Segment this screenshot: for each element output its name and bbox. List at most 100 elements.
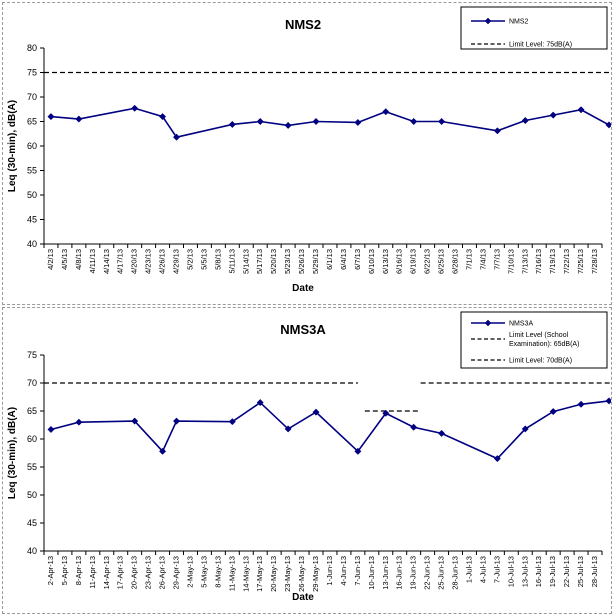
y-axis-label: Leq (30-min), dB(A) xyxy=(7,100,18,192)
data-point xyxy=(577,400,585,408)
chart-nms2: NMS2 40 45 50 55 60 65 70 75 80 4/2/13 4/5/13 4/8/13… xyxy=(7,6,611,294)
x-tick-label: 6/22/13 xyxy=(423,249,432,274)
data-point xyxy=(75,418,83,426)
x-tick-label: 28-Jun-13 xyxy=(451,556,460,590)
chart-nms3a: NMS3A 40 45 50 55 60 65 70 75 2-Apr-13 5-Apr-13 8-A… xyxy=(7,311,611,603)
x-tick-label: 14-May-13 xyxy=(241,556,250,592)
x-tick-label: 17-Apr-13 xyxy=(116,556,125,589)
x-tick-label: 4/26/13 xyxy=(158,249,167,274)
x-tick-label: 6/7/13 xyxy=(353,249,362,270)
data-point xyxy=(47,425,55,434)
y-tick-label: 50 xyxy=(27,490,37,500)
x-tick-label: 29-Apr-13 xyxy=(172,556,181,589)
x-tick-label: 4/2/13 xyxy=(46,249,55,270)
y-tick-label: 70 xyxy=(27,92,37,102)
x-tick-label: 6/10/13 xyxy=(367,249,376,274)
x-tick-label: 7/28/13 xyxy=(590,249,599,274)
x-tick-label: 1-Jun-13 xyxy=(325,556,334,586)
x-tick-label: 6/13/13 xyxy=(381,249,390,274)
x-tick-label: 16-Jun-13 xyxy=(395,556,404,590)
x-tick-label: 7/10/13 xyxy=(506,249,515,274)
data-point xyxy=(493,455,501,463)
data-point xyxy=(284,121,292,129)
y-tick-label: 65 xyxy=(27,406,37,416)
x-tick-label: 23-Apr-13 xyxy=(144,556,153,589)
chart-panel-nms2: NMS2 40 45 50 55 60 65 70 75 80 4/2/13 4/5/13 4/8/13… xyxy=(2,2,612,305)
data-point xyxy=(577,106,585,114)
x-tick-label: 20-Apr-13 xyxy=(130,556,139,589)
x-tick-label: 28-Jul-13 xyxy=(590,556,599,587)
x-axis-label: Date xyxy=(292,592,314,603)
data-point xyxy=(605,121,611,129)
x-tick-label: 7-Jun-13 xyxy=(353,556,362,586)
x-tick-label: 22-Jun-13 xyxy=(423,556,432,590)
x-tick-label: 1-Jul-13 xyxy=(464,556,473,583)
data-point xyxy=(438,429,446,437)
data-point xyxy=(159,447,167,455)
chart-title: NMS2 xyxy=(285,17,321,32)
y-tick-label: 50 xyxy=(27,190,37,200)
data-point xyxy=(75,115,83,123)
x-tick-label: 7/7/13 xyxy=(492,249,501,270)
legend-series-label: NMS3A xyxy=(509,321,533,328)
x-tick-label: 4/17/13 xyxy=(116,249,125,274)
y-tick-label: 60 xyxy=(27,434,37,444)
x-tick-label: 7/1/13 xyxy=(464,249,473,270)
data-point xyxy=(382,409,390,417)
x-tick-label: 5/20/13 xyxy=(269,249,278,274)
data-point xyxy=(493,127,501,135)
legend-limit-label: Limit Level (School Examination): 65dB(A) xyxy=(509,332,579,348)
x-tick-label: 6/19/13 xyxy=(409,249,418,274)
y-tick-label: 55 xyxy=(27,166,37,176)
x-tick-label: 6/16/13 xyxy=(395,249,404,274)
data-point xyxy=(131,104,139,112)
x-tick-label: 5/11/13 xyxy=(227,249,236,273)
chart-title: NMS3A xyxy=(280,322,326,337)
x-tick-label: 7/16/13 xyxy=(534,249,543,274)
x-tick-label: 5-Apr-13 xyxy=(60,556,69,585)
data-point xyxy=(256,117,264,126)
data-point xyxy=(131,417,139,425)
data-point xyxy=(256,399,264,407)
x-tick-label: 11-May-13 xyxy=(227,556,236,591)
y-axis-label: Leq (30-min), dB(A) xyxy=(7,407,18,499)
x-tick-label: 10-Jun-13 xyxy=(367,556,376,590)
data-point xyxy=(410,423,418,431)
legend-series-marker xyxy=(484,319,492,327)
data-point xyxy=(172,417,181,425)
x-tick-label: 4/23/13 xyxy=(144,249,153,274)
x-tick-label: 4/29/13 xyxy=(172,249,181,274)
data-point xyxy=(354,447,362,455)
x-tick-label: 4-Jun-13 xyxy=(339,556,348,586)
y-tick-label: 65 xyxy=(27,117,37,127)
data-point xyxy=(549,408,557,416)
x-tick-label: 7/22/13 xyxy=(562,249,571,274)
x-tick-label: 4/5/13 xyxy=(60,249,69,270)
legend-box xyxy=(460,311,608,369)
x-tick-label: 20-May-13 xyxy=(269,556,278,592)
x-tick-label: 11-Apr-13 xyxy=(88,556,97,589)
x-tick-label: 25-Jul-13 xyxy=(576,556,585,587)
series-line xyxy=(50,400,610,460)
x-tick-label: 5/26/13 xyxy=(297,249,306,274)
x-tick-label: 26-May-13 xyxy=(297,556,306,592)
x-tick-label: 10-Jul-13 xyxy=(506,556,515,587)
data-point xyxy=(382,108,390,116)
x-tick-label: 4/8/13 xyxy=(74,249,83,270)
data-point xyxy=(549,111,557,119)
x-tick-label: 23-May-13 xyxy=(283,556,292,592)
y-tick-label: 60 xyxy=(27,141,37,151)
x-tick-label: 7-Jul-13 xyxy=(492,556,501,583)
data-point xyxy=(521,425,529,433)
x-tick-label: 19-Jul-13 xyxy=(548,556,557,587)
x-tick-label: 4/11/13 xyxy=(88,249,97,273)
x-tick-label: 14-Apr-13 xyxy=(102,556,111,589)
x-tick-label: 29-May-13 xyxy=(311,556,320,592)
data-point xyxy=(312,117,320,126)
data-point xyxy=(410,117,418,126)
y-tick-label: 75 xyxy=(27,68,37,78)
x-tick-label: 5/2/13 xyxy=(185,249,194,270)
x-tick-label: 5/23/13 xyxy=(283,249,292,274)
x-tick-label: 5/5/13 xyxy=(199,249,208,270)
data-point xyxy=(47,113,55,121)
